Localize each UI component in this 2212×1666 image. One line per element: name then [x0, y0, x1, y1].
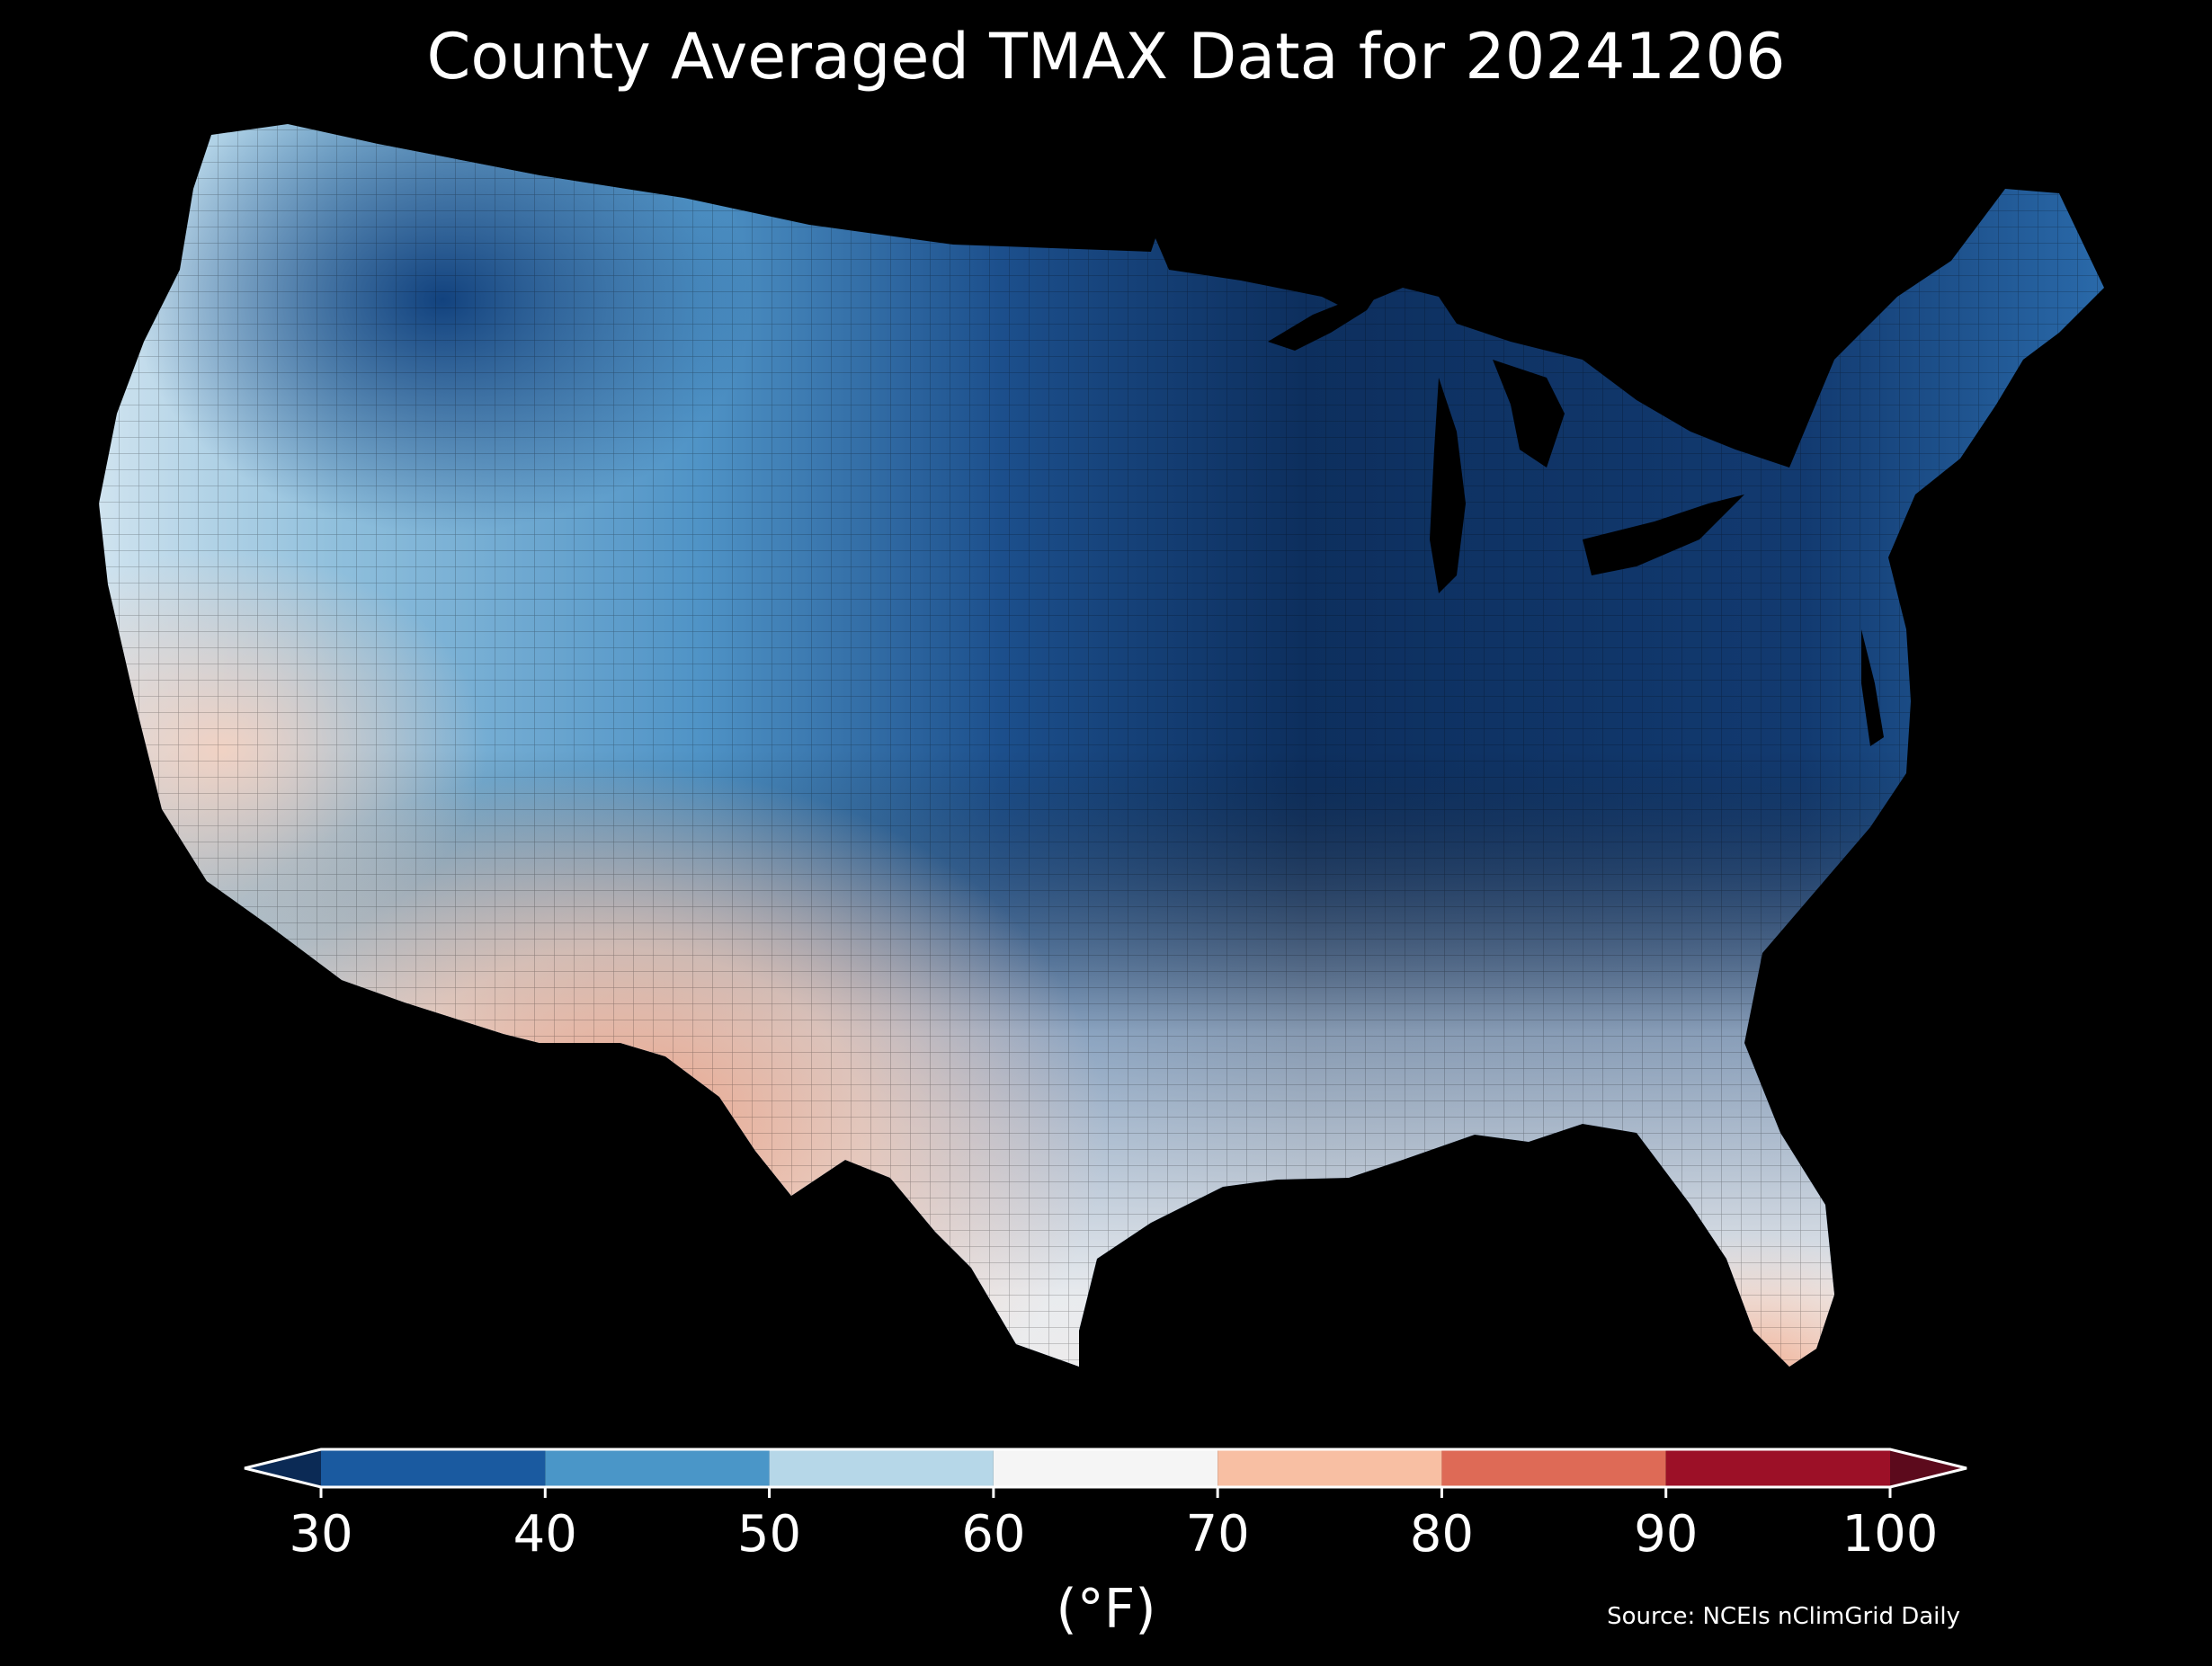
colorbar-bin-60-70 [993, 1449, 1218, 1487]
colorbar-extend-low [245, 1449, 321, 1487]
map-title: County Averaged TMAX Data for 20241206 [426, 20, 1786, 94]
colorbar-bin-70-80 [1217, 1449, 1442, 1487]
colorbar-bin-50-60 [769, 1449, 994, 1487]
colorbar-tick-label: 70 [1185, 1505, 1250, 1564]
colorbar-tick-label: 80 [1409, 1505, 1475, 1564]
colorbar-tick-label: 90 [1634, 1505, 1699, 1564]
colorbar-group [244, 1448, 1967, 1498]
lake-superior [1268, 283, 1385, 351]
chesapeake-bay [1861, 629, 1884, 746]
colorbar-bin-40-50 [545, 1449, 770, 1487]
colorbar-extend-high [1890, 1449, 1967, 1487]
colorbar-unit-label: (°F) [1056, 1578, 1156, 1641]
colorbar-bin-30-40 [321, 1449, 546, 1487]
colorbar-tick-label: 50 [736, 1505, 802, 1564]
lake-huron [1493, 360, 1565, 468]
colorbar-tick-label: 100 [1842, 1505, 1939, 1564]
colorbar-tick-label: 30 [289, 1505, 353, 1564]
lake-erie-ontario [1583, 494, 1744, 575]
colorbar-bin-90-100 [1665, 1449, 1890, 1487]
source-credit: Source: NCEIs nClimGrid Daily [1607, 1603, 1960, 1630]
colorbar-tick-label: 60 [961, 1505, 1026, 1564]
lake-michigan [1430, 378, 1466, 593]
colorbar-tick-label: 40 [513, 1505, 577, 1564]
colorbar-bin-80-90 [1441, 1449, 1666, 1487]
